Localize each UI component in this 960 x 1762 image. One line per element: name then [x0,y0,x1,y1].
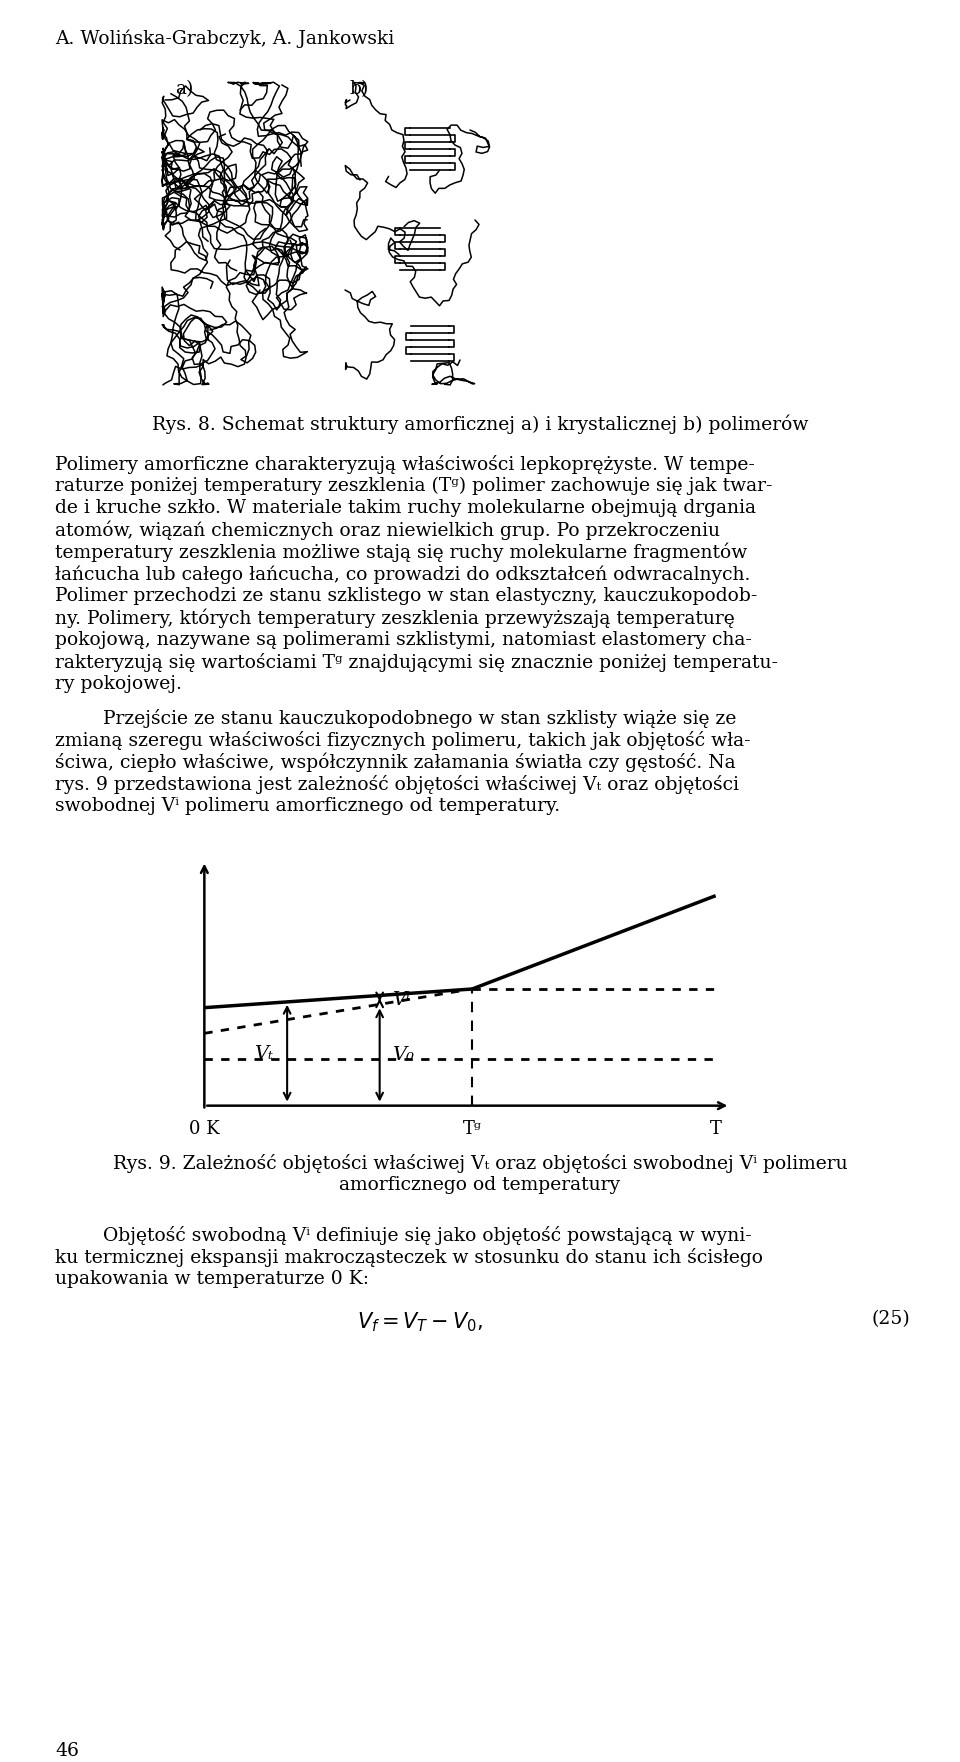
Text: temperatury zeszklenia możliwe stają się ruchy molekularne fragmentów: temperatury zeszklenia możliwe stają się… [55,543,747,562]
Text: A. Wolińska-Grabczyk, A. Jankowski: A. Wolińska-Grabczyk, A. Jankowski [55,30,395,49]
Text: (25): (25) [872,1309,910,1329]
Text: raturze poniżej temperatury zeszklenia (Tᵍ) polimer zachowuje się jak twar-: raturze poniżej temperatury zeszklenia (… [55,478,773,495]
Text: 0 K: 0 K [189,1119,220,1138]
Text: V₀: V₀ [392,1047,414,1064]
Text: 46: 46 [55,1743,79,1760]
Text: atomów, wiązań chemicznych oraz niewielkich grup. Po przekroczeniu: atomów, wiązań chemicznych oraz niewielk… [55,522,720,541]
Text: ny. Polimery, których temperatury zeszklenia przewyższają temperaturę: ny. Polimery, których temperatury zeszkl… [55,610,734,629]
Text: a): a) [175,79,193,99]
Text: Polimery amorficzne charakteryzują właściwości lepkoprężyste. W tempe-: Polimery amorficzne charakteryzują właśc… [55,455,755,474]
Text: pokojową, nazywane są polimerami szklistymi, natomiast elastomery cha-: pokojową, nazywane są polimerami szklist… [55,631,752,648]
Text: Przejście ze stanu kauczukopodobnego w stan szklisty wiąże się ze: Przejście ze stanu kauczukopodobnego w s… [55,708,736,728]
Text: swobodnej Vⁱ polimeru amorficznego od temperatury.: swobodnej Vⁱ polimeru amorficznego od te… [55,796,560,816]
Text: Tᵍ: Tᵍ [463,1119,482,1138]
Text: łańcucha lub całego łańcucha, co prowadzi do odkształceń odwracalnych.: łańcucha lub całego łańcucha, co prowadz… [55,566,751,583]
Text: Rys. 9. Zależność objętości właściwej Vₜ oraz objętości swobodnej Vⁱ polimeru: Rys. 9. Zależność objętości właściwej Vₜ… [112,1154,848,1173]
Text: ku termicznej ekspansji makrocząsteczek w stosunku do stanu ich ścisłego: ku termicznej ekspansji makrocząsteczek … [55,1247,763,1267]
Text: zmianą szeregu właściwości fizycznych polimeru, takich jak objętość wła-: zmianą szeregu właściwości fizycznych po… [55,731,751,751]
Text: amorficznego od temperatury: amorficznego od temperatury [340,1175,620,1195]
Text: Vⁱ: Vⁱ [392,990,410,1010]
Text: upakowania w temperaturze 0 K:: upakowania w temperaturze 0 K: [55,1270,369,1288]
Text: T: T [709,1119,722,1138]
Text: rakteryzują się wartościami Tᵍ znajdującymi się znacznie poniżej temperatu-: rakteryzują się wartościami Tᵍ znajdując… [55,654,778,671]
Text: Objętość swobodną Vⁱ definiuje się jako objętość powstającą w wyni-: Objętość swobodną Vⁱ definiuje się jako … [55,1226,752,1246]
Text: Rys. 8. Schemat struktury amorficznej a) i krystalicznej b) polimerów: Rys. 8. Schemat struktury amorficznej a)… [152,416,808,435]
Text: b): b) [350,79,370,99]
Text: rys. 9 przedstawiona jest zależność objętości właściwej Vₜ oraz objętości: rys. 9 przedstawiona jest zależność obję… [55,775,739,795]
Text: de i kruche szkło. W materiale takim ruchy molekularne obejmują drgania: de i kruche szkło. W materiale takim ruc… [55,499,756,516]
Text: $V_f = V_T - V_0,$: $V_f = V_T - V_0,$ [357,1309,483,1334]
Text: Vₜ: Vₜ [253,1045,273,1062]
Text: ściwa, ciepło właściwe, współczynnik załamania światła czy gęstość. Na: ściwa, ciepło właściwe, współczynnik zał… [55,752,735,772]
Text: Polimer przechodzi ze stanu szklistego w stan elastyczny, kauczukopodob-: Polimer przechodzi ze stanu szklistego w… [55,587,757,604]
Text: ry pokojowej.: ry pokojowej. [55,675,181,692]
